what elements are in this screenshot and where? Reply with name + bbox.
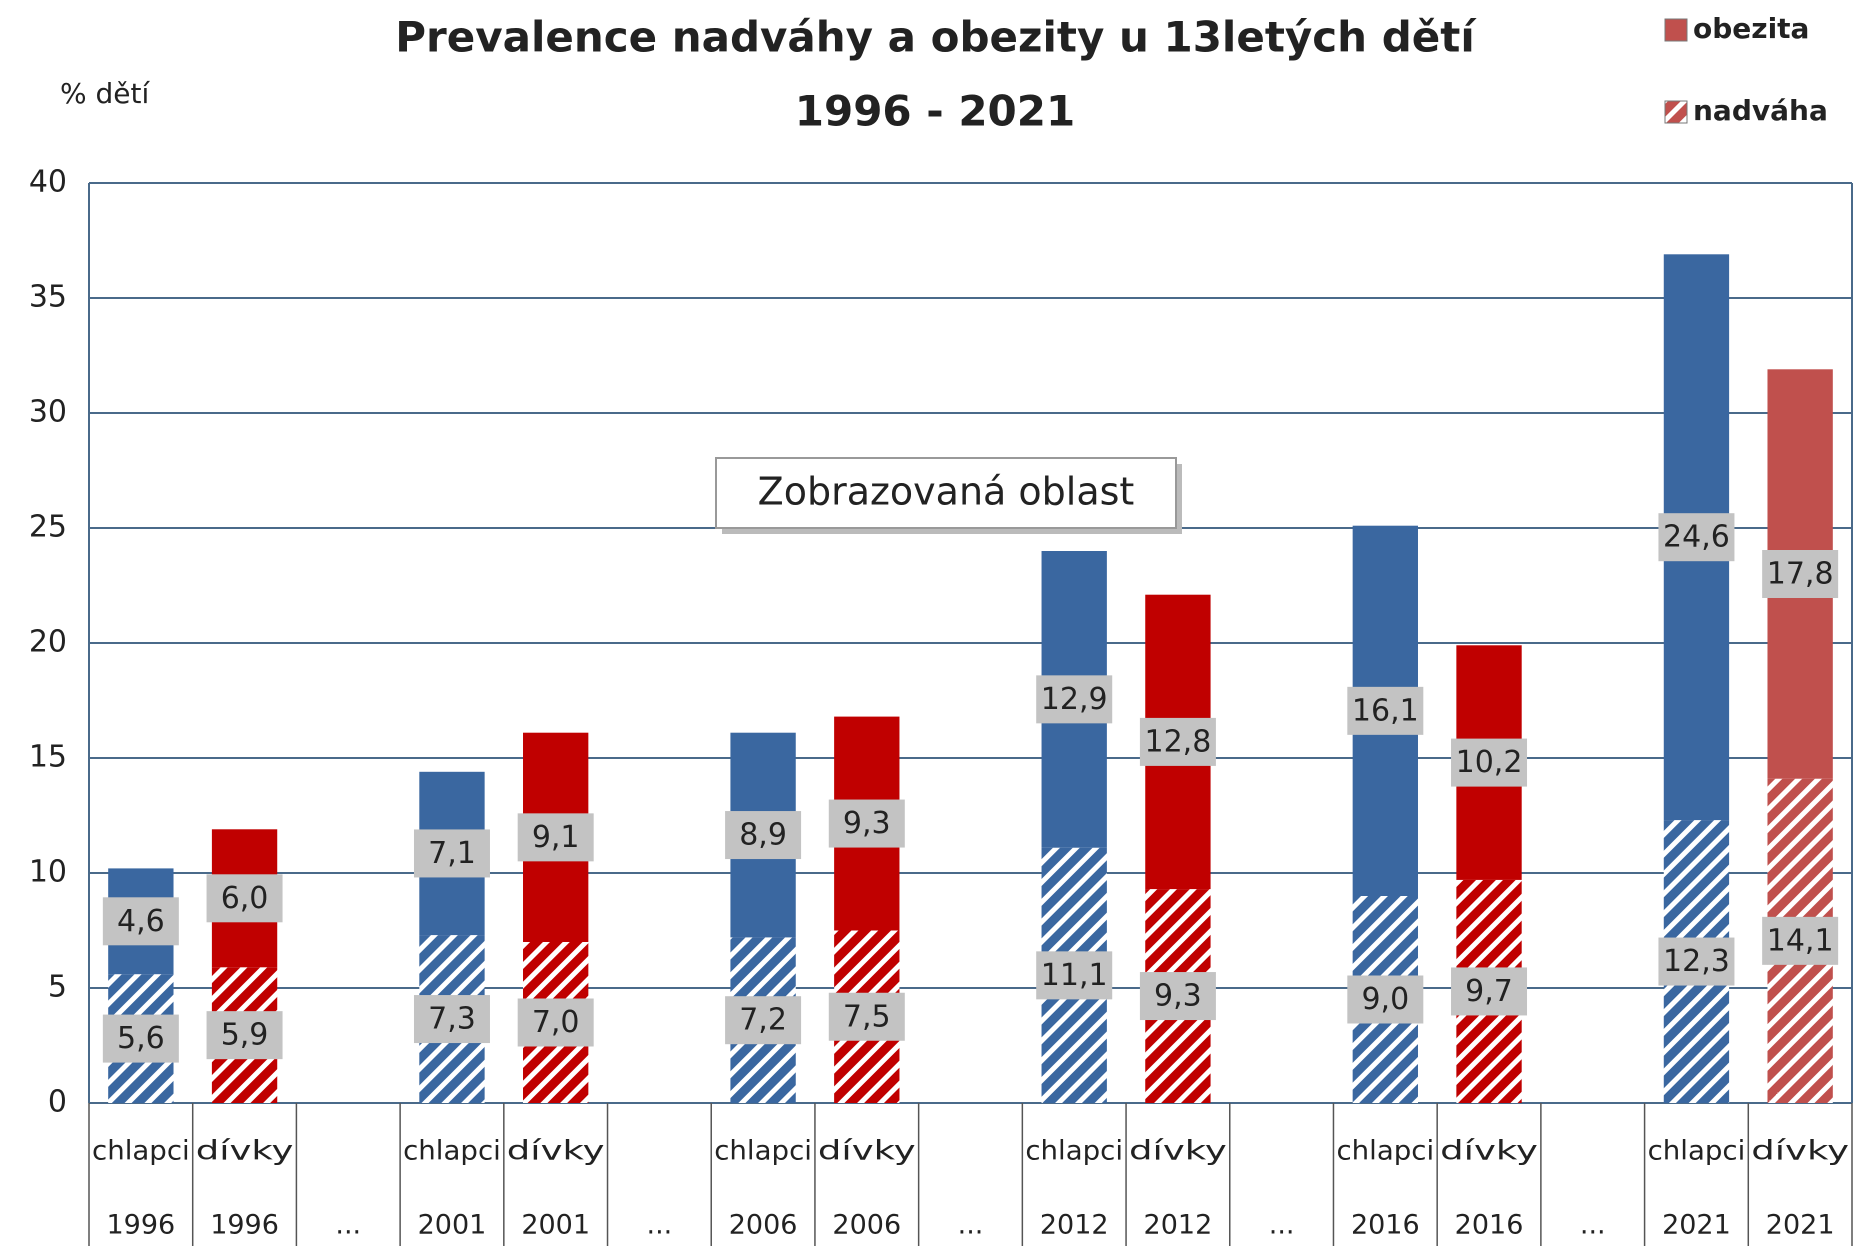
x-tick-year: ...	[1580, 1210, 1606, 1241]
x-tick-year: 2021	[1662, 1210, 1731, 1241]
data-label-box	[413, 829, 490, 878]
legend-swatch	[1664, 100, 1688, 124]
y-tick-label: 20	[29, 625, 67, 660]
data-label: 12,8	[1145, 724, 1212, 759]
y-tick-label: 30	[29, 395, 67, 430]
x-tick-year: 2006	[832, 1210, 901, 1241]
x-tick-year: ...	[647, 1210, 673, 1241]
x-tick-label: chlapci	[1648, 1136, 1746, 1167]
data-label: 5,6	[117, 1021, 165, 1056]
data-label-box	[828, 799, 905, 848]
chart-subtitle: 1996 - 2021	[795, 87, 1075, 136]
y-tick-label: 25	[29, 510, 67, 545]
data-label: 7,0	[532, 1005, 580, 1040]
data-label: 24,6	[1663, 520, 1730, 555]
x-tick-year: ...	[335, 1210, 361, 1241]
y-tick-label: 10	[29, 855, 67, 890]
data-label-box	[725, 996, 802, 1045]
x-tick-year: 2012	[1144, 1210, 1213, 1241]
data-label: 7,1	[428, 836, 476, 871]
data-label: 9,0	[1361, 982, 1409, 1017]
x-tick-year: 2016	[1351, 1210, 1420, 1241]
data-label: 17,8	[1767, 557, 1834, 592]
x-tick-label: dívky	[196, 1136, 294, 1167]
data-label-box	[1658, 937, 1735, 986]
data-label-box	[1451, 738, 1528, 787]
data-label: 16,1	[1352, 693, 1419, 728]
y-tick-label: 0	[48, 1085, 67, 1120]
y-tick-label: 35	[29, 280, 67, 315]
y-axis-label: % dětí	[60, 77, 150, 110]
data-label: 11,1	[1041, 958, 1108, 993]
x-tick-year: 2006	[729, 1210, 798, 1241]
data-label-box	[517, 998, 594, 1047]
data-label: 4,6	[117, 904, 165, 939]
x-tick-year: 2001	[521, 1210, 590, 1241]
data-label: 9,7	[1465, 974, 1513, 1009]
x-tick-label: dívky	[818, 1136, 916, 1167]
data-label-box	[1762, 550, 1839, 598]
data-label-box	[828, 992, 905, 1041]
x-tick-year: ...	[958, 1210, 984, 1241]
legend-label: nadváha	[1693, 94, 1828, 127]
x-tick-label: chlapci	[1336, 1136, 1434, 1167]
data-label: 8,9	[739, 818, 787, 853]
data-label-box	[206, 1011, 283, 1060]
data-label-box	[1347, 686, 1424, 735]
x-tick-year: 1996	[210, 1210, 279, 1241]
y-tick-label: 40	[29, 165, 67, 200]
data-label-box	[1451, 967, 1528, 1016]
x-tick-year: 2012	[1040, 1210, 1109, 1241]
data-label-box	[1036, 951, 1113, 1000]
data-label: 7,5	[843, 999, 891, 1034]
x-tick-year: ...	[1269, 1210, 1295, 1241]
data-label: 12,9	[1041, 682, 1108, 717]
data-label-box	[725, 811, 802, 860]
y-tick-label: 5	[48, 970, 67, 1005]
x-tick-label: chlapci	[714, 1136, 812, 1167]
data-label: 7,3	[428, 1002, 476, 1037]
data-label-box	[1762, 916, 1839, 965]
data-label: 10,2	[1456, 745, 1523, 780]
annotation-box	[715, 457, 1177, 529]
annotation: Zobrazovaná oblast	[758, 470, 1135, 514]
data-label: 14,1	[1767, 923, 1834, 958]
x-tick-label: dívky	[1751, 1136, 1849, 1167]
x-tick-year: 1996	[106, 1210, 175, 1241]
data-label-box	[102, 1014, 179, 1063]
x-tick-year: 2021	[1766, 1210, 1835, 1241]
x-tick-label: dívky	[1129, 1136, 1227, 1167]
data-label-box	[413, 995, 490, 1044]
x-tick-label: dívky	[1440, 1136, 1538, 1167]
x-tick-label: chlapci	[1025, 1136, 1123, 1167]
data-label-box	[102, 897, 179, 946]
x-tick-label: chlapci	[92, 1136, 190, 1167]
data-label: 9,3	[1154, 979, 1202, 1014]
data-label: 6,0	[221, 881, 269, 916]
data-label-box	[1347, 975, 1424, 1024]
data-label: 12,3	[1663, 944, 1730, 979]
x-tick-year: 2016	[1455, 1210, 1524, 1241]
data-label-box	[206, 874, 283, 923]
data-label-box	[1658, 513, 1735, 562]
data-label: 5,9	[221, 1018, 269, 1053]
y-tick-label: 15	[29, 740, 67, 775]
data-label: 9,3	[843, 806, 891, 841]
x-tick-label: dívky	[507, 1136, 605, 1167]
chart-title: Prevalence nadváhy a obezity u 13letých …	[395, 13, 1477, 62]
data-label: 9,1	[532, 820, 580, 855]
data-label-box	[1139, 972, 1216, 1021]
x-tick-label: chlapci	[403, 1136, 501, 1167]
data-label: 7,2	[739, 1003, 787, 1038]
data-label-box	[517, 813, 594, 862]
x-tick-year: 2001	[418, 1210, 487, 1241]
legend-swatch	[1664, 18, 1688, 42]
data-label-box	[1139, 717, 1216, 766]
legend-label: obezita	[1693, 12, 1809, 45]
data-label-box	[1036, 675, 1113, 724]
